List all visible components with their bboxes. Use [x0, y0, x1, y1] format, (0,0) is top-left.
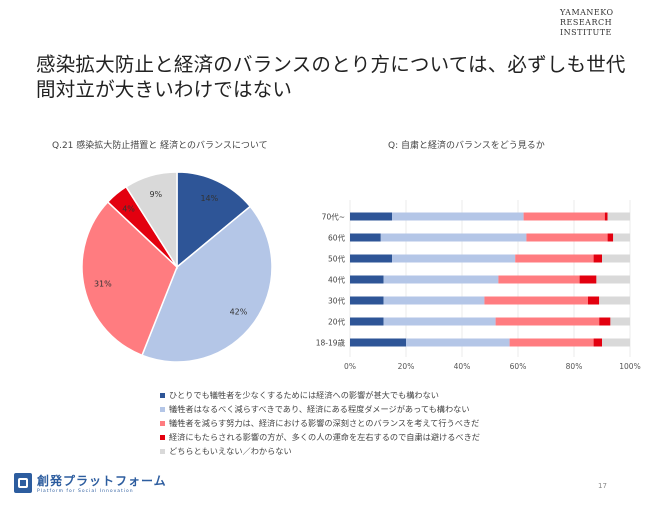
bar-segment [495, 317, 600, 326]
legend-item: 犠牲者はなるべく減らすべきであり、経済にある程度ダメージがあっても構わない [160, 402, 480, 416]
legend-swatch [160, 392, 165, 398]
bar-segment [602, 254, 630, 263]
pie-slice [141, 205, 273, 363]
logo-text: 創発プラットフォーム [37, 474, 167, 488]
chart-legend: ひとりでも犠牲者を少なくするためには経済への影響が甚大でも構わない犠牲者はなるべ… [160, 388, 480, 458]
bar-segment [484, 296, 588, 305]
y-category-label: 20代 [328, 317, 346, 327]
pie-chart: 14% 42% 31% 4% 9% [81, 171, 273, 363]
x-tick-label: 40% [454, 362, 471, 371]
legend-swatch [160, 406, 165, 412]
bar-segment [579, 275, 597, 284]
pie-slice-label: 14% [200, 194, 218, 203]
logo-mark-icon [14, 473, 32, 493]
bar-segment [350, 317, 384, 326]
pie-chart-title: Q.21 感染拡大防止措置と 経済とのバランスについて [52, 141, 268, 151]
bar-segment [602, 338, 630, 347]
legend-label: 犠牲者はなるべく減らすべきであり、経済にある程度ダメージがあっても構わない [169, 404, 470, 414]
pie-slice-label: 31% [94, 280, 112, 289]
bar-chart-title: Q: 自粛と経済のバランスをどう見るか [388, 141, 545, 151]
bar-segment [610, 317, 630, 326]
bar-segment [593, 254, 602, 263]
page-title: 感染拡大防止と経済のバランスのとり方については、必ずしも世代間対立が大きいわけで… [36, 53, 626, 101]
pie-slice-label: 4% [122, 204, 135, 213]
bar-segment [607, 212, 630, 221]
y-category-label: 70代~ [322, 212, 345, 222]
legend-swatch [160, 434, 165, 440]
legend-label: 犠牲者を減らす努力は、経済における影響の深刻さとのバランスを考えて行うべきだ [169, 418, 480, 428]
pie-slice [81, 200, 178, 357]
footer-logo: 創発プラットフォーム Platform for Social Innovatio… [14, 472, 167, 494]
bar-segment [392, 212, 524, 221]
bar-segment [593, 338, 602, 347]
bar-segment [498, 275, 580, 284]
bar-segment [588, 296, 600, 305]
bar-segment [607, 233, 614, 242]
y-category-label: 50代 [328, 254, 346, 264]
brand-logo: YAMANEKO RESEARCH INSTITUTE [560, 8, 630, 38]
bar-segment [599, 296, 630, 305]
bar-segment [599, 317, 611, 326]
pie-slice-label: 42% [230, 308, 248, 317]
pie-slice [176, 171, 252, 269]
legend-item: ひとりでも犠牲者を少なくするためには経済への影響が甚大でも構わない [160, 388, 480, 402]
y-category-label: 60代 [328, 233, 346, 243]
legend-label: 経済にもたらされる影響の方が、多くの人の運命を左右するので自粛は避けるべきだ [169, 432, 480, 442]
legend-item: 犠牲者を減らす努力は、経済における影響の深刻さとのバランスを考えて行うべきだ [160, 416, 480, 430]
legend-item: どちらともいえない／わからない [160, 444, 480, 458]
x-tick-label: 60% [510, 362, 527, 371]
bar-segment [383, 296, 485, 305]
x-tick-label: 0% [344, 362, 356, 371]
bar-segment [406, 338, 510, 347]
y-category-label: 18-19歳 [316, 338, 346, 348]
bar-segment [509, 338, 594, 347]
x-tick-label: 100% [619, 362, 640, 371]
legend-label: ひとりでも犠牲者を少なくするためには経済への影響が甚大でも構わない [169, 390, 439, 400]
bar-segment [380, 233, 527, 242]
bar-segment [526, 233, 608, 242]
bar-segment [350, 296, 384, 305]
logo-tagline: Platform for Social Innovation [37, 489, 134, 494]
bar-segment [350, 212, 392, 221]
legend-label: どちらともいえない／わからない [169, 446, 292, 456]
bar-segment [596, 275, 630, 284]
legend-swatch [160, 448, 165, 454]
brand-line: YAMANEKO [560, 8, 614, 17]
x-tick-label: 80% [566, 362, 583, 371]
page-number: 17 [598, 482, 607, 490]
bar-segment [350, 233, 381, 242]
bar-segment [350, 275, 384, 284]
bar-segment [392, 254, 516, 263]
bar-segment [350, 254, 392, 263]
stacked-bar-chart: 0% 20% 40% 60% 80% 100% 70代~ 60代 50代 40代 30代 20代 18-… [316, 200, 641, 371]
brand-line: INSTITUTE [560, 28, 612, 37]
bar-segment [523, 212, 605, 221]
pie-slice [125, 171, 178, 270]
bar-segment [383, 275, 499, 284]
bar-segment [613, 233, 630, 242]
legend-item: 経済にもたらされる影響の方が、多くの人の運命を左右するので自粛は避けるべきだ [160, 430, 480, 444]
bar-segment [604, 212, 608, 221]
y-category-label: 30代 [328, 296, 346, 306]
bar-segment [350, 338, 406, 347]
legend-swatch [160, 420, 165, 426]
brand-line: RESEARCH [560, 18, 613, 27]
y-category-label: 40代 [328, 275, 346, 285]
x-tick-label: 20% [398, 362, 415, 371]
pie-slice-label: 9% [149, 190, 162, 199]
bar-segment [515, 254, 594, 263]
bar-segment [383, 317, 496, 326]
